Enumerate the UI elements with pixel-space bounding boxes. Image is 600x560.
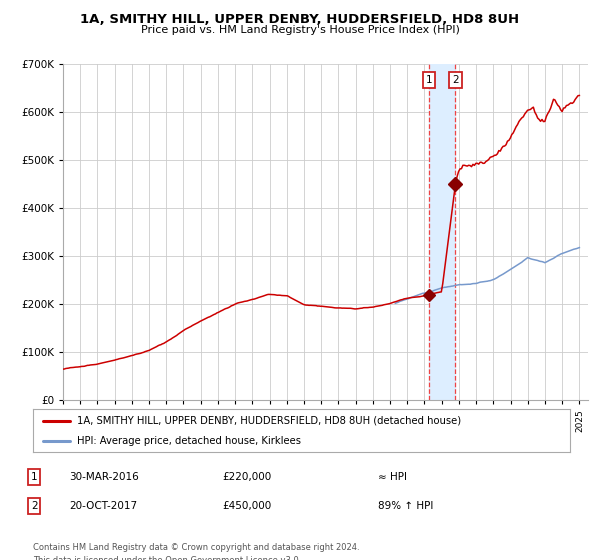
Text: 1: 1 — [425, 75, 432, 85]
Text: 30-MAR-2016: 30-MAR-2016 — [69, 472, 139, 482]
Bar — [429, 64, 455, 400]
Text: HPI: Average price, detached house, Kirklees: HPI: Average price, detached house, Kirk… — [77, 436, 301, 446]
Text: 1: 1 — [31, 472, 38, 482]
Text: £450,000: £450,000 — [222, 501, 271, 511]
Text: 2: 2 — [31, 501, 38, 511]
Text: 1A, SMITHY HILL, UPPER DENBY, HUDDERSFIELD, HD8 8UH: 1A, SMITHY HILL, UPPER DENBY, HUDDERSFIE… — [80, 13, 520, 26]
Text: Contains HM Land Registry data © Crown copyright and database right 2024.
This d: Contains HM Land Registry data © Crown c… — [33, 543, 359, 560]
Text: 20-OCT-2017: 20-OCT-2017 — [69, 501, 137, 511]
Text: £220,000: £220,000 — [222, 472, 271, 482]
Text: 2: 2 — [452, 75, 459, 85]
Text: Price paid vs. HM Land Registry's House Price Index (HPI): Price paid vs. HM Land Registry's House … — [140, 25, 460, 35]
Text: 89% ↑ HPI: 89% ↑ HPI — [378, 501, 433, 511]
Text: ≈ HPI: ≈ HPI — [378, 472, 407, 482]
Text: 1A, SMITHY HILL, UPPER DENBY, HUDDERSFIELD, HD8 8UH (detached house): 1A, SMITHY HILL, UPPER DENBY, HUDDERSFIE… — [77, 416, 461, 426]
